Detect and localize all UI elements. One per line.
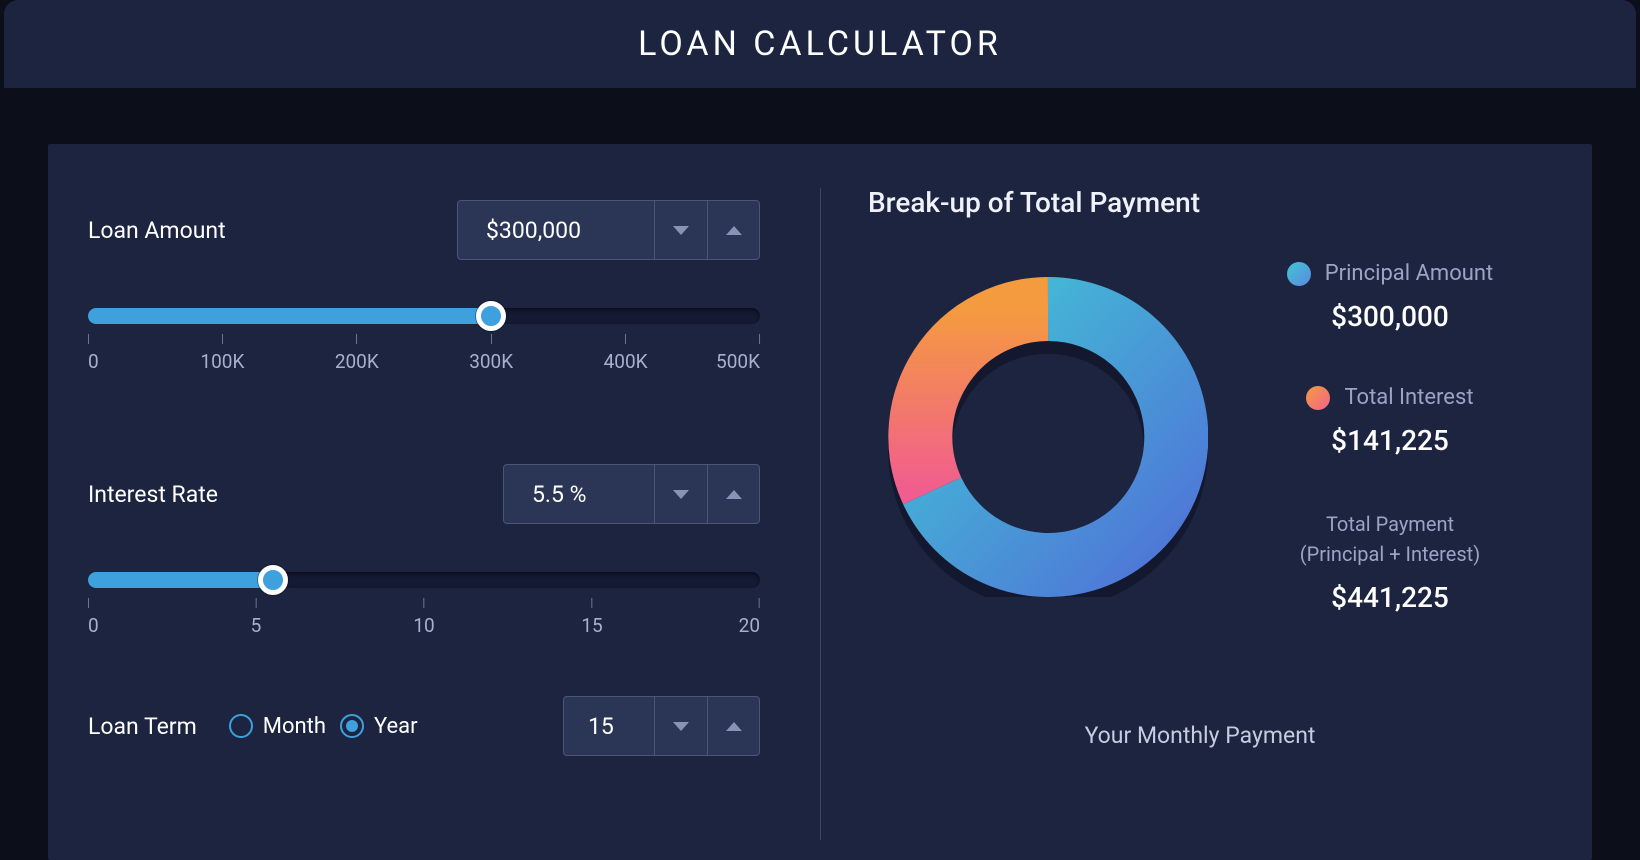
loan-term-row: Loan Term Month Year 15	[88, 696, 760, 756]
loan-term-value: 15	[564, 697, 654, 755]
tick-label: 400K	[604, 350, 648, 373]
chevron-down-icon	[673, 722, 689, 731]
radio-month[interactable]: Month	[229, 714, 326, 739]
inputs-panel: Loan Amount $300,000 0 100K 20 0	[48, 144, 820, 860]
tick-label: 300K	[469, 350, 513, 373]
page-title: LOAN CALCULATOR	[638, 24, 1002, 64]
slider-ticks: 0 5 10 15 20	[88, 598, 760, 642]
chevron-down-icon	[673, 226, 689, 235]
interest-rate-decrement-button[interactable]	[655, 465, 707, 523]
legend-total-label: Total Payment (Principal + Interest)	[1248, 509, 1532, 569]
legend-principal-label: Principal Amount	[1325, 261, 1494, 286]
tick-label: 10	[413, 614, 434, 637]
legend-total-value: $441,225	[1248, 581, 1532, 614]
breakdown-title: Break-up of Total Payment	[868, 186, 1532, 219]
breakdown-body: Principal Amount $300,000 Total Interest…	[868, 257, 1532, 666]
tick-label: 0	[88, 350, 99, 373]
chevron-down-icon	[673, 490, 689, 499]
tick-label: 20	[739, 614, 760, 637]
slider-track[interactable]	[88, 572, 760, 588]
interest-rate-slider[interactable]: 0 5 10 15 20	[88, 572, 760, 642]
loan-term-decrement-button[interactable]	[655, 697, 707, 755]
loan-amount-slider[interactable]: 0 100K 200K 300K 400K 500K	[88, 308, 760, 378]
interest-rate-stepper[interactable]: 5.5 %	[503, 464, 760, 524]
loan-term-label: Loan Term	[88, 713, 197, 740]
interest-rate-increment-button[interactable]	[707, 465, 759, 523]
tick-label: 100K	[200, 350, 244, 373]
legend-total: Total Payment (Principal + Interest) $44…	[1248, 509, 1532, 614]
tick-label: 0	[88, 614, 99, 637]
radio-month-label: Month	[263, 714, 326, 739]
slider-fill	[88, 308, 491, 324]
loan-term-unit-radios: Month Year	[229, 714, 418, 739]
stepper-buttons	[654, 697, 759, 755]
header: LOAN CALCULATOR	[4, 0, 1636, 88]
radio-year[interactable]: Year	[340, 714, 418, 739]
chevron-up-icon	[726, 490, 742, 499]
interest-rate-value: 5.5 %	[504, 465, 654, 523]
legend-interest-label: Total Interest	[1344, 385, 1473, 410]
chevron-up-icon	[726, 722, 742, 731]
chevron-up-icon	[726, 226, 742, 235]
header-spacer	[0, 88, 1640, 144]
loan-amount-increment-button[interactable]	[707, 201, 759, 259]
swatch-icon	[1306, 386, 1330, 410]
stepper-buttons	[654, 201, 759, 259]
tick-label: 500K	[716, 350, 760, 373]
stepper-buttons	[654, 465, 759, 523]
loan-amount-label: Loan Amount	[88, 217, 226, 244]
loan-term-increment-button[interactable]	[707, 697, 759, 755]
slider-fill	[88, 572, 273, 588]
monthly-payment-label: Your Monthly Payment	[868, 722, 1532, 749]
radio-year-label: Year	[374, 714, 418, 739]
legend-interest-value: $141,225	[1248, 424, 1532, 457]
breakdown-legend: Principal Amount $300,000 Total Interest…	[1248, 261, 1532, 666]
slider-thumb[interactable]	[258, 565, 288, 595]
slider-ticks: 0 100K 200K 300K 400K 500K	[88, 334, 760, 378]
loan-amount-decrement-button[interactable]	[655, 201, 707, 259]
tick-label: 15	[581, 614, 602, 637]
slider-thumb[interactable]	[476, 301, 506, 331]
content-panel: Loan Amount $300,000 0 100K 20 0	[48, 144, 1592, 860]
loan-term-stepper[interactable]: 15	[563, 696, 760, 756]
radio-icon	[229, 714, 253, 738]
tick-label: 200K	[335, 350, 379, 373]
loan-amount-row: Loan Amount $300,000	[88, 200, 760, 260]
donut-chart	[888, 277, 1208, 597]
loan-term-left: Loan Term Month Year	[88, 713, 418, 740]
slider-track[interactable]	[88, 308, 760, 324]
interest-rate-label: Interest Rate	[88, 481, 218, 508]
donut-slice-interest	[920, 309, 1048, 491]
legend-interest: Total Interest $141,225	[1248, 385, 1532, 457]
radio-icon	[340, 714, 364, 738]
breakdown-panel: Break-up of Total Payment	[820, 144, 1592, 860]
loan-amount-stepper[interactable]: $300,000	[457, 200, 760, 260]
tick-label: 5	[251, 614, 262, 637]
interest-rate-row: Interest Rate 5.5 %	[88, 464, 760, 524]
loan-amount-value: $300,000	[458, 201, 654, 259]
legend-principal: Principal Amount $300,000	[1248, 261, 1532, 333]
legend-principal-value: $300,000	[1248, 300, 1532, 333]
app-root: LOAN CALCULATOR Loan Amount $300,000	[0, 0, 1640, 860]
swatch-icon	[1287, 262, 1311, 286]
